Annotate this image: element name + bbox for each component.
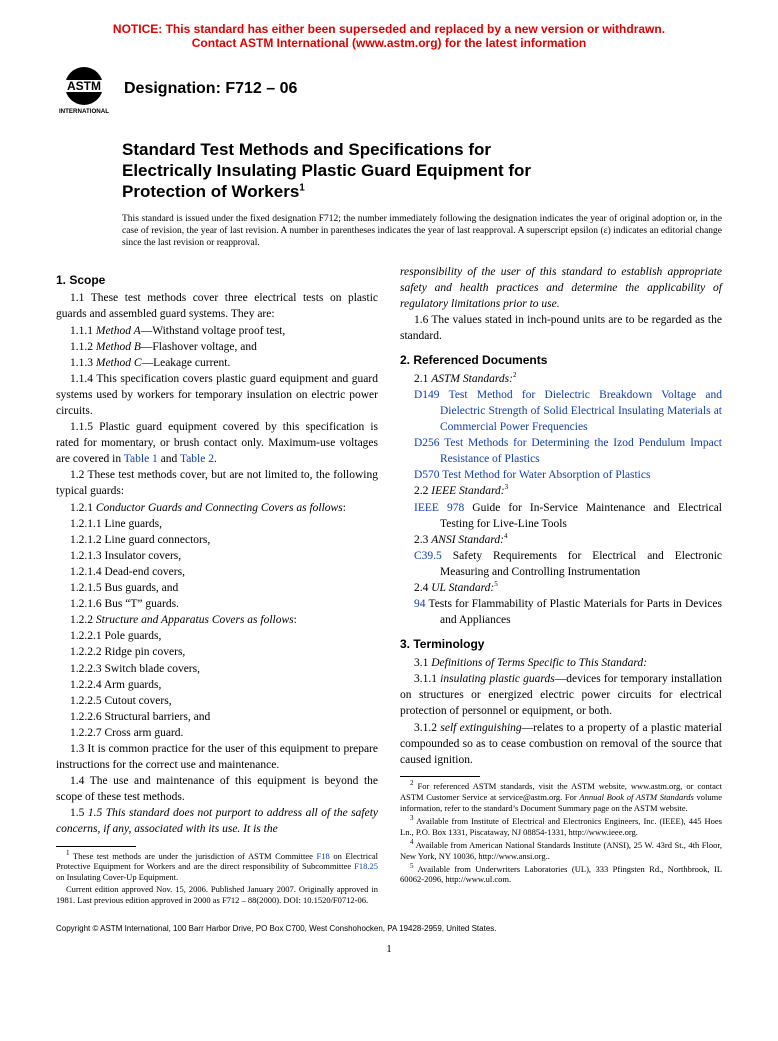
footnote-rule-right — [400, 776, 480, 777]
p-1-6: 1.6 The values stated in inch-pound unit… — [400, 312, 722, 344]
l-6: 1.2.1.6 Bus “T” guards. — [56, 596, 378, 612]
footnote-3: 3 Available from Institute of Electrical… — [400, 814, 722, 838]
p-1-4: 1.4 The use and maintenance of this equi… — [56, 773, 378, 805]
ref-c395: C39.5 Safety Requirements for Electrical… — [400, 548, 722, 580]
footnote-1b: Current edition approved Nov. 15, 2006. … — [56, 884, 378, 906]
notice-line-2: Contact ASTM International (www.astm.org… — [56, 36, 722, 50]
footnote-4: 4 Available from American National Stand… — [400, 838, 722, 862]
issuance-note: This standard is issued under the fixed … — [122, 213, 722, 250]
ref-d570[interactable]: D570 Test Method for Water Absorption of… — [400, 467, 722, 483]
m-1: 1.2.2.1 Pole guards, — [56, 628, 378, 644]
copyright-line: Copyright © ASTM International, 100 Barr… — [56, 924, 722, 933]
p-1-2-2: 1.2.2 Structure and Apparatus Covers as … — [70, 614, 297, 626]
astm-logo-icon: ASTM INTERNATIONAL — [56, 63, 112, 115]
p-3-1: 3.1 Definitions of Terms Specific to Thi… — [400, 655, 722, 671]
l-2: 1.2.1.2 Line guard connectors, — [56, 532, 378, 548]
p-2-4: 2.4 UL Standard:5 — [400, 580, 722, 596]
p-2-2: 2.2 IEEE Standard:3 — [400, 483, 722, 499]
title-line-3: Protection of Workers — [122, 182, 299, 201]
svg-text:ASTM: ASTM — [67, 79, 101, 93]
left-footnotes: 1 These test methods are under the juris… — [56, 846, 378, 906]
link-ieee-978[interactable]: IEEE 978 — [414, 502, 464, 514]
title-footnote-mark: 1 — [299, 183, 305, 194]
m-2: 1.2.2.2 Ridge pin covers, — [56, 644, 378, 660]
body-columns: 1. Scope 1.1 These test methods cover th… — [56, 264, 722, 906]
footnote-5: 5 Available from Underwriters Laboratori… — [400, 862, 722, 886]
header-row: ASTM INTERNATIONAL Designation: F712 – 0… — [56, 63, 722, 115]
notice-line-1: NOTICE: This standard has either been su… — [56, 22, 722, 36]
page-number: 1 — [56, 943, 722, 955]
p-3-1-1: 3.1.1 insulating plastic guards—devices … — [400, 671, 722, 719]
ref-ul94: 94 Tests for Flammability of Plastic Mat… — [400, 596, 722, 628]
ref-ieee978: IEEE 978 Guide for In-Service Maintenanc… — [400, 500, 722, 532]
section-3-heading: 3. Terminology — [400, 636, 722, 653]
link-ul-94[interactable]: 94 — [414, 598, 426, 610]
p-1-2: 1.2 These test methods cover, but are no… — [56, 467, 378, 499]
p-1-3: 1.3 It is common practice for the user o… — [56, 741, 378, 773]
l-1: 1.2.1.1 Line guards, — [56, 516, 378, 532]
m-3: 1.2.2.3 Switch blade covers, — [56, 661, 378, 677]
l-5: 1.2.1.5 Bus guards, and — [56, 580, 378, 596]
l-3: 1.2.1.3 Insulator covers, — [56, 548, 378, 564]
p-1-1-5: 1.1.5 Plastic guard equipment covered by… — [56, 419, 378, 467]
p-3-1-2: 3.1.2 self extinguishing—relates to a pr… — [400, 720, 722, 768]
footnote-1: 1 These test methods are under the juris… — [56, 849, 378, 884]
notice-banner: NOTICE: This standard has either been su… — [56, 22, 722, 51]
m-5: 1.2.2.5 Cutout covers, — [56, 693, 378, 709]
title-line-1: Standard Test Methods and Specifications… — [122, 140, 491, 159]
svg-text:INTERNATIONAL: INTERNATIONAL — [59, 108, 109, 115]
m-4: 1.2.2.4 Arm guards, — [56, 677, 378, 693]
p-1-5a: 1.5 1.5 This standard does not purport t… — [56, 805, 378, 837]
p-1-1-3: 1.1.3 Method C—Leakage current. — [70, 357, 230, 369]
link-f18[interactable]: F18 — [317, 850, 330, 860]
p-1-5b: responsibility of the user of this stand… — [400, 264, 722, 312]
p-1-1: 1.1 These test methods cover three elect… — [56, 290, 378, 322]
footnote-2: 2 For referenced ASTM standards, visit t… — [400, 779, 722, 814]
p-2-1: 2.1 ASTM Standards:2 — [400, 371, 722, 387]
document-title: Standard Test Methods and Specifications… — [122, 139, 722, 203]
ref-d256[interactable]: D256 Test Methods for Determining the Iz… — [400, 435, 722, 467]
link-c39-5[interactable]: C39.5 — [414, 550, 442, 562]
p-1-2-1: 1.2.1 Conductor Guards and Connecting Co… — [70, 502, 346, 514]
p-2-3: 2.3 ANSI Standard:4 — [400, 532, 722, 548]
title-line-2: Electrically Insulating Plastic Guard Eq… — [122, 161, 531, 180]
m-6: 1.2.2.6 Structural barriers, and — [56, 709, 378, 725]
footnote-rule-left — [56, 846, 136, 847]
p-1-1-4: 1.1.4 This specification covers plastic … — [56, 371, 378, 419]
table-1-link[interactable]: Table 1 — [124, 453, 158, 465]
section-2-heading: 2. Referenced Documents — [400, 352, 722, 369]
designation-label: Designation: F712 – 06 — [124, 80, 297, 98]
p-1-1-2: 1.1.2 Method B—Flashover voltage, and — [70, 341, 257, 353]
m-7: 1.2.2.7 Cross arm guard. — [56, 725, 378, 741]
link-f18-25[interactable]: F18.25 — [354, 861, 378, 871]
title-block: Standard Test Methods and Specifications… — [122, 139, 722, 250]
section-1-heading: 1. Scope — [56, 272, 378, 289]
table-2-link[interactable]: Table 2 — [180, 453, 214, 465]
l-4: 1.2.1.4 Dead-end covers, — [56, 564, 378, 580]
ref-d149[interactable]: D149 Test Method for Dielectric Breakdow… — [400, 387, 722, 435]
right-footnotes: 2 For referenced ASTM standards, visit t… — [400, 776, 722, 886]
page: NOTICE: This standard has either been su… — [0, 0, 778, 983]
p-1-1-1: 1.1.1 Method A—Withstand voltage proof t… — [70, 325, 285, 337]
